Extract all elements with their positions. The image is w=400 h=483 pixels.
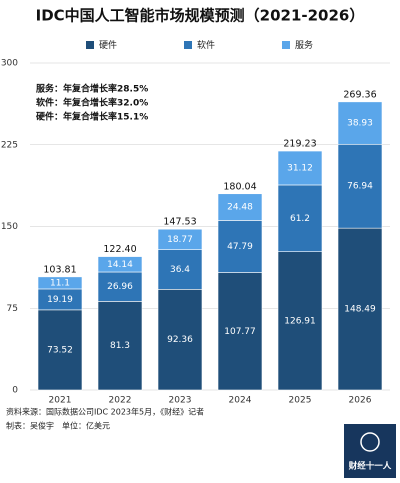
annotation: 硬件：年复合增长率15.1% <box>36 111 148 123</box>
bar-segment <box>337 227 383 391</box>
legend-label: 软件 <box>197 39 215 51</box>
legend-swatch <box>282 41 290 49</box>
data-label: 38.93 <box>347 119 373 129</box>
bar-segment <box>277 184 323 252</box>
total-label: 103.81 <box>43 264 76 275</box>
data-label: 11.1 <box>50 278 70 288</box>
logo-text: 财经十一人 <box>348 461 392 472</box>
data-label: 18.77 <box>167 235 193 245</box>
credit: 制表：吴俊宇 单位：亿美元 <box>6 421 110 431</box>
data-label: 61.2 <box>290 214 310 224</box>
bar-segment <box>157 249 203 290</box>
bar-segment <box>217 193 263 221</box>
y-tick-label: 75 <box>7 304 18 314</box>
bar-segment <box>217 220 263 273</box>
data-label: 126.91 <box>284 316 316 326</box>
logo-icon <box>360 432 380 452</box>
data-label: 31.12 <box>287 163 313 173</box>
x-tick-label: 2025 <box>289 396 312 406</box>
x-tick-label: 2026 <box>349 396 372 406</box>
data-label: 107.77 <box>224 327 256 337</box>
data-label: 47.79 <box>227 242 253 252</box>
bar-segment <box>37 309 83 391</box>
bar-segment <box>157 289 203 391</box>
y-tick-label: 0 <box>12 386 18 396</box>
chart-title: IDC中国人工智能市场规模预测（2021-2026） <box>36 7 365 25</box>
x-tick-label: 2022 <box>109 396 132 406</box>
data-label: 19.19 <box>47 295 73 305</box>
legend-swatch <box>184 41 192 49</box>
data-label: 148.49 <box>344 305 376 315</box>
x-tick-label: 2024 <box>229 396 252 406</box>
x-tick-label: 2023 <box>169 396 192 406</box>
total-label: 180.04 <box>223 181 256 192</box>
total-label: 122.40 <box>103 244 136 255</box>
bar-segment <box>97 256 143 273</box>
y-tick-label: 150 <box>1 222 18 232</box>
y-tick-label: 225 <box>1 140 18 150</box>
data-label: 36.4 <box>170 265 190 275</box>
data-label: 76.94 <box>347 182 373 192</box>
data-label: 92.36 <box>167 335 193 345</box>
legend-label: 硬件 <box>99 39 117 51</box>
x-tick-label: 2021 <box>49 396 72 406</box>
data-label: 24.48 <box>227 203 253 213</box>
annotation: 服务：年复合增长率28.5% <box>36 83 148 95</box>
legend-swatch <box>86 41 94 49</box>
total-label: 269.36 <box>343 89 376 100</box>
total-label: 147.53 <box>163 217 196 228</box>
data-label: 81.3 <box>110 341 130 351</box>
bar-segment <box>97 271 143 302</box>
source: 资料来源：国际数据公司IDC 2023年5月，《财经》记者 <box>6 407 204 417</box>
bar-segment <box>277 150 323 186</box>
data-label: 14.14 <box>107 260 133 270</box>
legend-label: 服务 <box>295 39 313 51</box>
y-tick-label: 300 <box>1 59 18 69</box>
total-label: 219.23 <box>283 139 316 150</box>
annotation: 软件：年复合增长率32.0% <box>36 97 148 109</box>
bar-segment <box>337 143 383 229</box>
bar-segment <box>37 276 83 290</box>
data-label: 73.52 <box>47 345 73 355</box>
bar-segment <box>157 228 203 250</box>
bar-segment <box>97 301 143 391</box>
bar-segment <box>277 251 323 391</box>
data-label: 26.96 <box>107 282 133 292</box>
bar-segment <box>337 101 383 145</box>
